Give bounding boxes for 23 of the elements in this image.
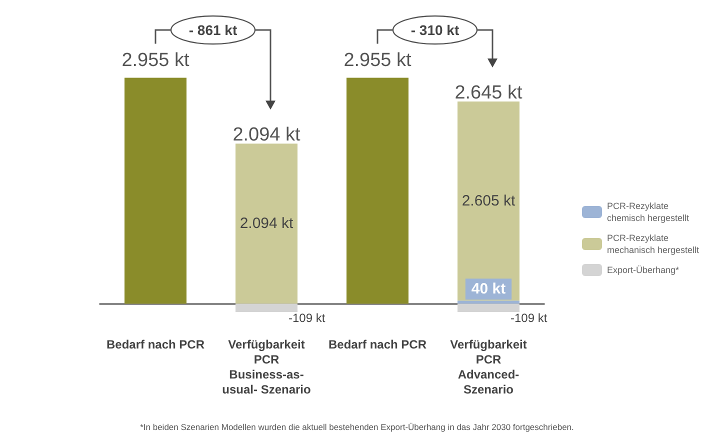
x-tick-label: Verfügbarkeit PCR Business-as- usual- Szenario <box>222 338 311 396</box>
bar <box>236 144 298 304</box>
annotation: 2.645 kt <box>454 82 524 104</box>
data-label: -109 kt <box>288 310 326 325</box>
data-label: 2.094 kt <box>232 124 302 146</box>
data-label: 2.955 kt <box>122 50 190 71</box>
x-tick-label: Verfügbarkeit PCR Advanced- Szenario <box>450 338 527 396</box>
legend-label: PCR-Rezyklate mechanisch hergestellt <box>607 233 700 255</box>
annotation: 2.094 kt <box>240 215 294 232</box>
legend-label: PCR-Rezyklate chemisch hergestellt <box>607 201 690 223</box>
x-tick-label: Bedarf nach PCR <box>328 338 427 352</box>
data-label: 2.605 kt <box>462 192 516 210</box>
text: - 861 kt <box>188 22 238 38</box>
x-tick-label: Bedarf nach PCR <box>106 338 205 352</box>
text: - 310 kt <box>410 22 460 38</box>
bar <box>346 78 408 304</box>
data-label: 2.955 kt <box>344 50 412 71</box>
bar <box>458 101 520 301</box>
text: *In beiden Szenarien Modellen wurden die aktuell bestehenden Export-Überhang in das Jahr 2030 fortgeschrieben. <box>139 422 575 432</box>
data-label: 40 kt <box>471 280 506 298</box>
legend-label: Export-Überhang* <box>607 265 680 275</box>
bar <box>124 78 186 304</box>
data-label: -109 kt <box>510 310 548 325</box>
